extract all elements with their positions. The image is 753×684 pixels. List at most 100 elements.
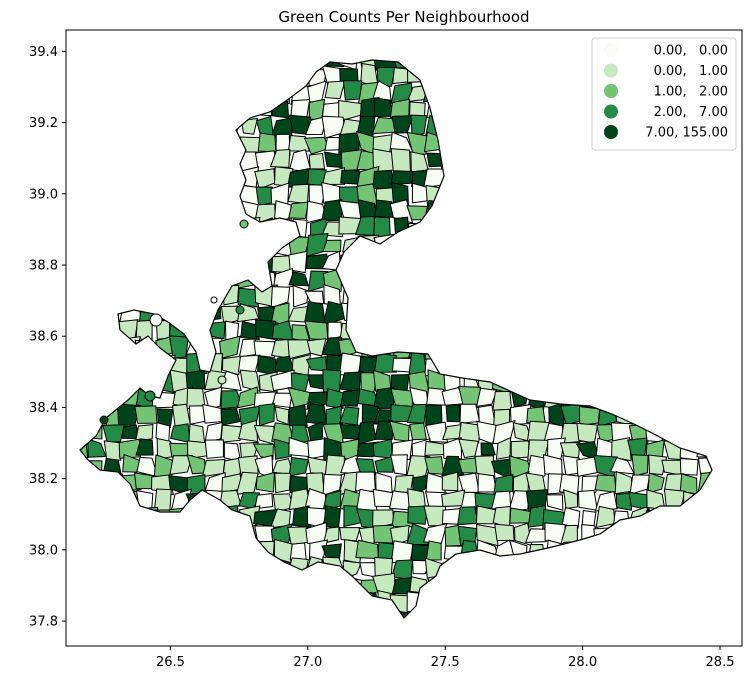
neighbourhood-polygon bbox=[563, 182, 583, 205]
neighbourhood-polygon bbox=[84, 60, 107, 69]
neighbourhood-polygon bbox=[190, 541, 206, 564]
neighbourhood-polygon bbox=[321, 167, 346, 186]
neighbourhood-polygon bbox=[576, 303, 599, 326]
y-tick-label: 37.8 bbox=[29, 615, 58, 630]
neighbourhood-polygon bbox=[493, 356, 516, 372]
neighbourhood-polygon bbox=[376, 66, 396, 87]
neighbourhood-polygon bbox=[117, 611, 141, 618]
neighbourhood-polygon bbox=[168, 575, 193, 595]
neighbourhood-polygon bbox=[169, 285, 192, 309]
neighbourhood-polygon bbox=[695, 305, 712, 324]
neighbourhood-polygon bbox=[679, 556, 700, 580]
neighbourhood-polygon bbox=[83, 64, 105, 88]
neighbourhood-polygon bbox=[84, 269, 108, 292]
neighbourhood-polygon bbox=[611, 437, 632, 462]
neighbourhood-polygon bbox=[440, 83, 460, 103]
neighbourhood-polygon bbox=[461, 66, 477, 86]
neighbourhood-polygon bbox=[474, 233, 498, 257]
neighbourhood-polygon bbox=[491, 133, 512, 156]
neighbourhood-polygon bbox=[579, 575, 599, 594]
neighbourhood-polygon bbox=[526, 544, 546, 564]
legend-box bbox=[591, 37, 737, 151]
neighbourhood-polygon bbox=[593, 337, 618, 359]
neighbourhood-polygon bbox=[84, 200, 105, 223]
neighbourhood-polygon bbox=[715, 236, 733, 255]
neighbourhood-polygon bbox=[680, 589, 699, 611]
neighbourhood-polygon bbox=[292, 284, 310, 308]
neighbourhood-polygon bbox=[355, 303, 380, 323]
neighbourhood-polygon bbox=[372, 268, 393, 287]
neighbourhood-polygon bbox=[509, 507, 532, 524]
neighbourhood-polygon bbox=[679, 457, 699, 476]
neighbourhood-polygon bbox=[100, 561, 125, 578]
neighbourhood-polygon bbox=[697, 404, 712, 422]
neighbourhood-polygon bbox=[593, 221, 615, 240]
y-tick-label: 38.6 bbox=[29, 330, 58, 345]
y-tick-label: 38.0 bbox=[29, 543, 58, 558]
neighbourhood-polygon bbox=[644, 253, 668, 270]
neighbourhood-polygon bbox=[168, 202, 193, 222]
neighbourhood-polygon bbox=[407, 64, 426, 83]
neighbourhood-polygon bbox=[643, 590, 669, 615]
neighbourhood-polygon bbox=[85, 472, 104, 493]
neighbourhood-polygon bbox=[700, 153, 712, 170]
neighbourhood-polygon bbox=[408, 303, 428, 325]
neighbourhood-polygon bbox=[562, 200, 580, 220]
neighbourhood-polygon bbox=[544, 236, 565, 256]
neighbourhood-polygon bbox=[543, 317, 564, 341]
neighbourhood-polygon bbox=[459, 165, 480, 188]
neighbourhood-polygon bbox=[155, 165, 172, 188]
neighbourhood-polygon bbox=[203, 573, 227, 597]
neighbourhood-polygon bbox=[106, 286, 123, 308]
neighbourhood-polygon bbox=[134, 60, 155, 71]
neighbourhood-polygon bbox=[119, 510, 138, 526]
neighbourhood-polygon bbox=[80, 60, 88, 71]
x-tick-label: 27.0 bbox=[293, 655, 322, 670]
neighbourhood-polygon bbox=[493, 574, 511, 594]
neighbourhood-polygon bbox=[187, 183, 209, 207]
neighbourhood-polygon bbox=[303, 612, 328, 618]
neighbourhood-polygon bbox=[105, 101, 123, 121]
neighbourhood-polygon bbox=[714, 507, 733, 530]
neighbourhood-polygon bbox=[240, 117, 259, 135]
y-tick-label: 38.8 bbox=[29, 259, 58, 274]
neighbourhood-polygon bbox=[662, 184, 687, 207]
neighbourhood-polygon bbox=[372, 610, 396, 618]
neighbourhood-polygon bbox=[529, 336, 547, 360]
neighbourhood-polygon bbox=[695, 523, 712, 547]
neighbourhood-polygon bbox=[458, 131, 483, 153]
neighbourhood-polygon bbox=[680, 611, 701, 618]
neighbourhood-polygon bbox=[646, 200, 666, 221]
neighbourhood-polygon bbox=[576, 370, 601, 391]
neighbourhood-polygon bbox=[410, 151, 429, 173]
neighbourhood-polygon bbox=[510, 267, 529, 288]
neighbourhood-polygon bbox=[82, 83, 104, 105]
neighbourhood-polygon bbox=[101, 113, 125, 138]
neighbourhood-polygon bbox=[610, 573, 635, 595]
neighbourhood-polygon bbox=[290, 593, 309, 614]
island-polygon bbox=[210, 296, 218, 304]
neighbourhood-polygon bbox=[696, 351, 712, 373]
neighbourhood-polygon bbox=[169, 62, 190, 85]
neighbourhood-polygon bbox=[389, 267, 413, 289]
neighbourhood-polygon bbox=[269, 148, 291, 168]
neighbourhood-polygon bbox=[185, 267, 207, 291]
neighbourhood-polygon bbox=[187, 507, 205, 527]
neighbourhood-polygon bbox=[594, 474, 617, 494]
neighbourhood-polygon bbox=[661, 508, 681, 528]
neighbourhood-polygon bbox=[168, 236, 191, 255]
neighbourhood-polygon bbox=[629, 320, 646, 343]
neighbourhood-polygon bbox=[168, 182, 190, 204]
neighbourhood-polygon bbox=[80, 185, 87, 205]
neighbourhood-polygon bbox=[525, 268, 548, 290]
neighbourhood-polygon bbox=[717, 405, 734, 428]
neighbourhood-polygon bbox=[474, 301, 497, 326]
neighbourhood-polygon bbox=[667, 557, 686, 581]
neighbourhood-polygon bbox=[491, 67, 516, 86]
neighbourhood-polygon bbox=[288, 573, 312, 597]
neighbourhood-polygon bbox=[272, 606, 295, 618]
neighbourhood-polygon bbox=[698, 556, 712, 581]
neighbourhood-polygon bbox=[627, 237, 648, 257]
neighbourhood-polygon bbox=[391, 357, 412, 373]
neighbourhood-polygon bbox=[134, 199, 159, 222]
